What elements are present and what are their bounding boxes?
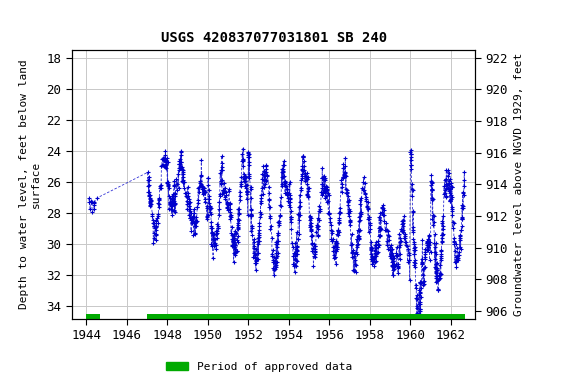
Legend: Period of approved data: Period of approved data [162,358,357,377]
Y-axis label: Groundwater level above NGVD 1929, feet: Groundwater level above NGVD 1929, feet [514,53,524,316]
Y-axis label: Depth to water level, feet below land
surface: Depth to water level, feet below land su… [20,60,41,309]
Bar [86,314,100,319]
Bar [147,314,465,319]
Title: USGS 420837077031801 SB 240: USGS 420837077031801 SB 240 [161,31,386,45]
